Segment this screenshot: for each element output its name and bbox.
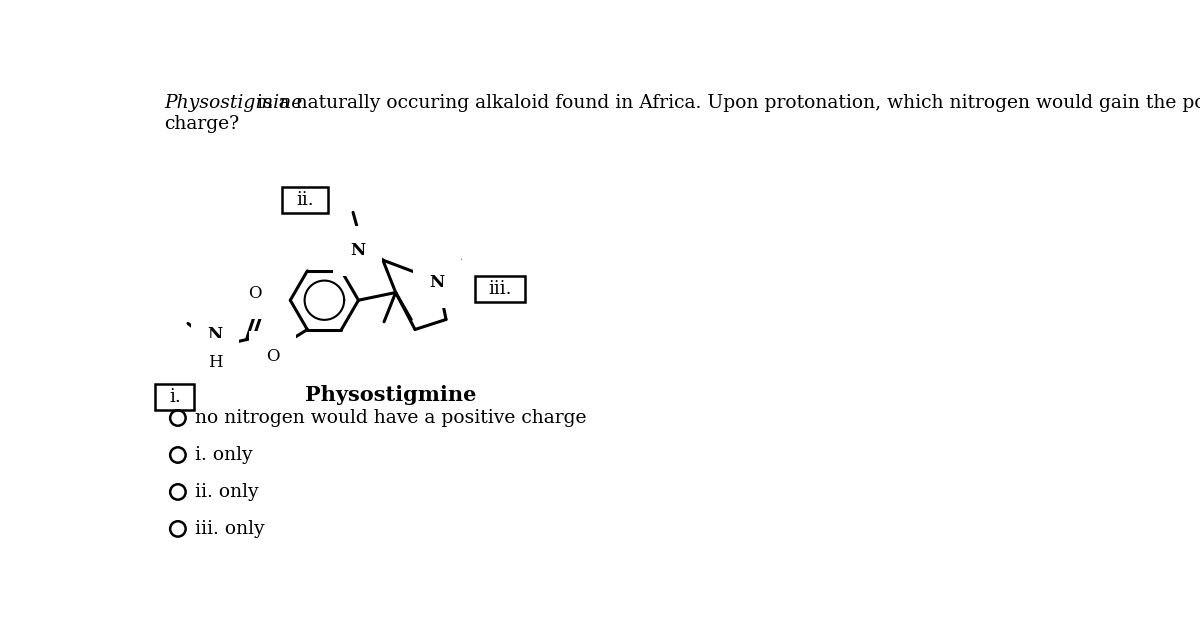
Text: is a naturally occuring alkaloid found in Africa. Upon protonation, which nitrog: is a naturally occuring alkaloid found i… [251, 94, 1200, 112]
Text: no nitrogen would have a positive charge: no nitrogen would have a positive charge [194, 409, 587, 427]
Text: O: O [266, 348, 280, 365]
Bar [282, 187, 329, 213]
Text: iii.: iii. [488, 279, 512, 297]
Text: charge?: charge? [164, 115, 239, 133]
Text: i. only: i. only [194, 446, 252, 464]
Text: O: O [248, 285, 262, 302]
Text: ii. only: ii. only [194, 483, 258, 501]
Text: N: N [350, 242, 365, 260]
Text: Physostigmine: Physostigmine [164, 94, 302, 112]
Text: i.: i. [169, 388, 181, 406]
Text: N: N [208, 326, 223, 344]
Text: H: H [208, 354, 222, 371]
Text: iii. only: iii. only [194, 520, 264, 538]
Text: ii.: ii. [296, 191, 314, 209]
Bar [156, 384, 194, 410]
Text: Physostigmine: Physostigmine [305, 385, 476, 405]
Text: N: N [430, 274, 444, 291]
Bar [475, 276, 526, 302]
